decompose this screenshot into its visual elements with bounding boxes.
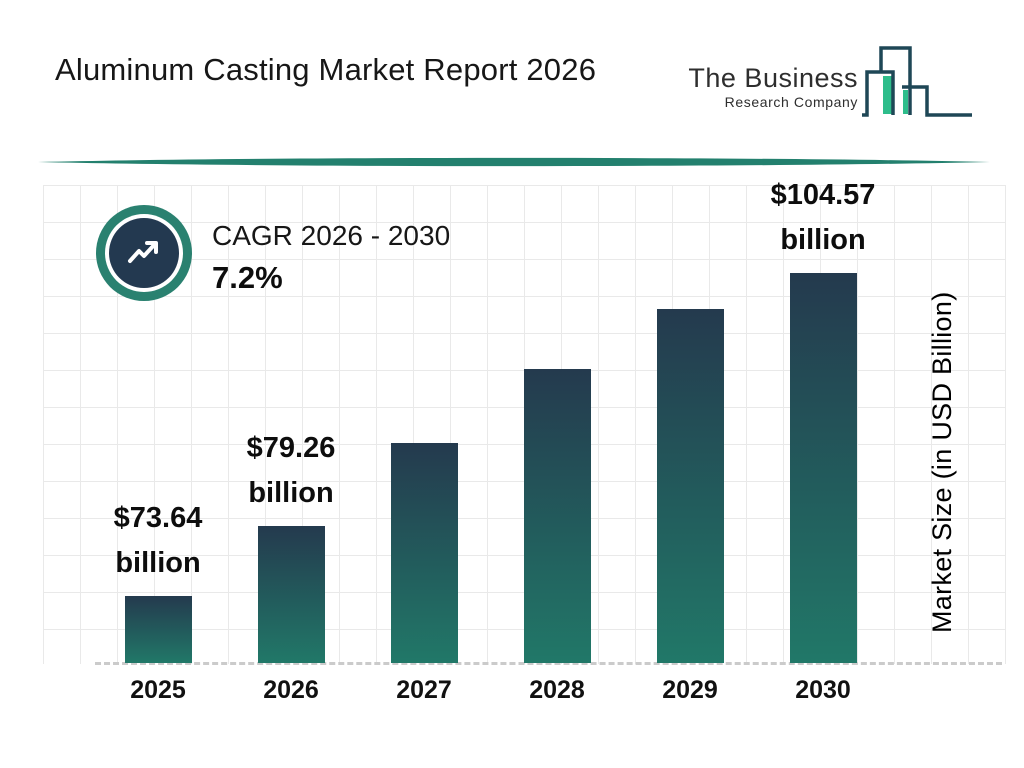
page-title: Aluminum Casting Market Report 2026: [55, 52, 597, 87]
bar-2027: [390, 443, 458, 663]
cagr-text-block: CAGR 2026 - 2030 7.2%: [212, 220, 450, 296]
bar-2026: [257, 526, 325, 663]
x-tick-label-2027: 2027: [396, 676, 452, 704]
bar-2028: [523, 369, 591, 663]
cagr-badge-white-ring: [105, 214, 183, 292]
value-unit: billion: [115, 547, 201, 579]
x-tick-label-2028: 2028: [529, 676, 585, 704]
logo-text: The Business Research Company: [688, 64, 858, 110]
company-logo: The Business Research Company: [688, 34, 978, 118]
trending-up-icon: [109, 218, 179, 288]
x-tick-label-2030: 2030: [795, 676, 851, 704]
logo-subname: Research Company: [724, 94, 858, 111]
value-amount: $73.64: [113, 502, 203, 534]
bar-2029: [656, 309, 724, 663]
value-label-2026: $79.26 billion: [196, 426, 386, 516]
divider-lens: [38, 157, 990, 167]
bar-2025: [124, 596, 192, 663]
value-amount: $104.57: [770, 179, 876, 211]
value-label-2025: $73.64 billion: [63, 496, 253, 586]
bar-2030: [789, 273, 857, 663]
x-axis-baseline: [95, 662, 1002, 665]
cagr-badge: [96, 205, 192, 301]
x-tick-label-2029: 2029: [662, 676, 718, 704]
cagr-value: 7.2%: [212, 260, 283, 295]
value-label-2030: $104.57 billion: [728, 173, 918, 263]
x-tick-label-2025: 2025: [130, 676, 186, 704]
value-unit: billion: [780, 224, 866, 256]
value-amount: $79.26: [246, 432, 336, 464]
value-unit: billion: [248, 477, 334, 509]
y-axis-label: Market Size (in USD Billion): [927, 291, 957, 633]
logo-bars-icon: [862, 46, 972, 117]
cagr-label: CAGR 2026 - 2030: [212, 220, 451, 251]
logo-name: The Business: [688, 63, 858, 93]
x-tick-label-2026: 2026: [263, 676, 319, 704]
